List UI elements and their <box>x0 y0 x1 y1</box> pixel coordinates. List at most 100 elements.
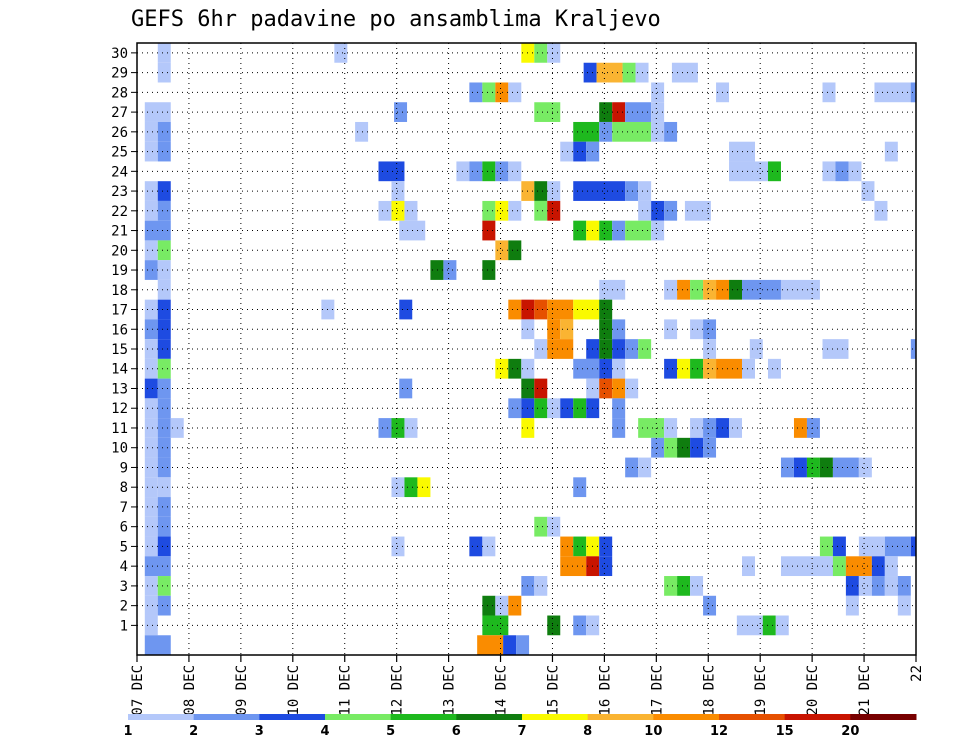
y-tick-label: 16 <box>111 322 128 338</box>
heatmap-cell <box>508 240 522 261</box>
heatmap-cell <box>625 339 639 359</box>
heatmap-cell <box>612 378 626 399</box>
heatmap-cell <box>508 82 522 103</box>
y-tick-label: 10 <box>111 441 128 457</box>
colorbar-swatch <box>587 714 654 720</box>
heatmap-cell <box>583 62 597 83</box>
colorbar-tick-label: 4 <box>320 724 329 739</box>
heatmap-cell <box>767 358 781 379</box>
heatmap-cell <box>157 536 171 557</box>
heatmap-cell <box>157 279 171 300</box>
heatmap-cell <box>703 595 717 616</box>
heatmap-cell <box>394 102 408 122</box>
heatmap-cell <box>622 62 636 83</box>
heatmap-cell <box>729 418 743 438</box>
y-tick-label: 14 <box>111 362 128 378</box>
heatmap-cell <box>157 200 171 221</box>
heatmap-cell <box>547 200 561 221</box>
heatmap-cell <box>144 457 158 478</box>
heatmap-cell <box>477 635 504 655</box>
heatmap-cell <box>599 102 613 122</box>
heatmap-cell <box>534 181 548 201</box>
heatmap-cell <box>664 121 678 142</box>
heatmap-cell <box>638 339 652 359</box>
heatmap-cell <box>144 477 158 498</box>
heatmap-cell <box>547 43 561 63</box>
heatmap-cell <box>690 576 704 596</box>
heatmap-cell <box>508 358 522 379</box>
heatmap-cell <box>417 477 431 498</box>
heatmap-cell <box>664 576 678 596</box>
heatmap-cell <box>599 220 613 241</box>
heatmap-cell <box>482 536 496 557</box>
heatmap-cell <box>144 260 158 280</box>
heatmap-cell <box>832 457 859 478</box>
heatmap-cell <box>819 536 833 557</box>
colorbar-tick-label: 7 <box>517 724 526 739</box>
heatmap-cell <box>858 576 872 596</box>
chart-title: GEFS 6hr padavine po ansamblima Kraljevo <box>131 7 661 32</box>
heatmap-cell <box>638 200 652 221</box>
heatmap-cell <box>378 418 392 438</box>
heatmap-cell <box>157 398 171 419</box>
heatmap-cell <box>573 181 626 201</box>
y-tick-label: 8 <box>120 480 128 496</box>
heatmap-cell <box>612 102 626 122</box>
heatmap-cell <box>612 319 626 340</box>
heatmap-cell <box>573 398 587 419</box>
heatmap-cell <box>547 319 561 340</box>
heatmap-cell <box>625 457 639 478</box>
heatmap-cell <box>547 398 561 419</box>
heatmap-cell <box>638 418 665 438</box>
heatmap-cell <box>599 378 613 399</box>
heatmap-cell <box>871 556 885 577</box>
heatmap-cell <box>157 141 171 162</box>
heatmap-cell <box>599 319 613 340</box>
heatmap-cell <box>157 595 171 616</box>
y-tick-label: 20 <box>111 243 128 259</box>
heatmap-cell <box>378 200 392 221</box>
colorbar-tick-label: 10 <box>644 724 662 739</box>
heatmap-cell <box>573 615 587 636</box>
heatmap-cell <box>534 43 548 63</box>
heatmap-cell <box>157 240 171 261</box>
heatmap-cell <box>612 121 652 142</box>
heatmap-cell <box>560 556 587 577</box>
heatmap-cell <box>822 82 836 103</box>
heatmap-cell <box>664 358 678 379</box>
heatmap-cell <box>534 516 548 537</box>
heatmap-cell <box>144 595 158 616</box>
heatmap-cell <box>157 576 171 596</box>
heatmap-cell <box>508 161 522 182</box>
heatmap-cell <box>443 260 457 280</box>
heatmap-cell <box>874 82 916 103</box>
heatmap-cell <box>599 536 613 557</box>
heatmap-cell <box>612 418 626 438</box>
heatmap-cell <box>690 358 704 379</box>
heatmap-cell <box>157 457 171 478</box>
x-tick-label: 19 DEC <box>753 665 769 716</box>
y-tick-label: 19 <box>111 263 128 279</box>
heatmap-cell <box>430 260 444 280</box>
y-tick-label: 11 <box>111 421 128 437</box>
heatmap-cell <box>508 299 522 320</box>
heatmap-cell <box>547 339 574 359</box>
heatmap-cell <box>729 279 743 300</box>
x-tick-label: 15 DEC <box>545 665 561 716</box>
heatmap-cell <box>157 516 171 537</box>
y-tick-label: 3 <box>120 579 128 595</box>
heatmap-cell <box>482 220 496 241</box>
heatmap-cell <box>819 457 833 478</box>
heatmap-cell <box>664 319 678 340</box>
heatmap-cell <box>832 556 846 577</box>
y-tick-label: 13 <box>111 381 128 397</box>
heatmap-cell <box>664 200 678 221</box>
heatmap-cell <box>677 437 691 458</box>
heatmap-cell <box>897 576 911 596</box>
colorbar-tick-label: 6 <box>452 724 461 739</box>
heatmap-cell <box>144 121 158 142</box>
heatmap-cell <box>157 497 171 517</box>
heatmap-cell <box>690 319 704 340</box>
y-tick-label: 5 <box>120 539 128 555</box>
